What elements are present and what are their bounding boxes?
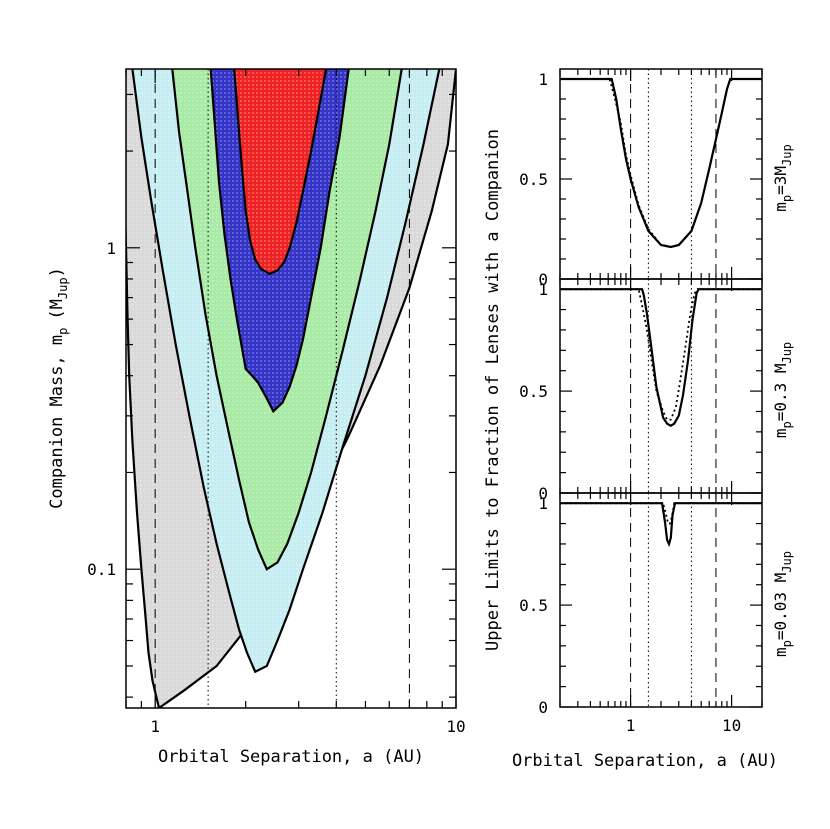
separation-reference-lines xyxy=(154,69,410,708)
panel-3-mass-label: mp=0.03 MJup xyxy=(771,551,794,657)
panel-1-frame xyxy=(559,68,763,280)
panel-2-y-tick-label: 1 xyxy=(538,280,548,299)
right-x-axis-title: Orbital Separation, a (AU) xyxy=(512,751,778,771)
left-y-tick-label: 0.1 xyxy=(87,560,116,579)
confidence-regions xyxy=(126,69,456,708)
left-x-tick-label: 1 xyxy=(150,717,160,736)
right-fraction-plots: 1 0.5 0 mp=3MJup 1 0.5 0 mp=0.3 MJup 1 0.5 0 mp=0.0… xyxy=(519,68,794,735)
panel-2-y-tick-label: 0 xyxy=(538,484,548,503)
left-axis-ticks xyxy=(125,69,457,708)
left-x-axis-title: Orbital Separation, a (AU) xyxy=(158,747,424,767)
panel-2-dotted-curve xyxy=(560,288,762,421)
panel-1-solid-curve xyxy=(560,77,762,249)
panel-1-y-tick-label: 0.5 xyxy=(519,170,548,189)
panel-1-dotted-curve xyxy=(560,78,762,248)
panel-2-mass-label: mp=0.3 MJup xyxy=(771,342,794,438)
region-3-contour xyxy=(171,69,403,571)
panel-2-solid-curve xyxy=(560,288,762,427)
panel-3-y-tick-label: 1 xyxy=(538,494,548,513)
panel-1-y-tick-label: 1 xyxy=(538,70,548,89)
left-mass-separation-plot: 1 10 1 0.1 Orbital Separation, a (AU) Compa… xyxy=(47,68,466,767)
left-tick-labels: 1 10 1 0.1 xyxy=(87,239,466,736)
fraction-panel-1: 1 0.5 0 mp=3MJup xyxy=(519,68,794,289)
right-x-tick-label: 1 xyxy=(626,716,636,735)
fraction-panel-3: 1 0.5 0 mp=0.03 MJup xyxy=(519,492,794,717)
panel-3-frame xyxy=(559,492,763,708)
panel-1-mass-label: mp=3MJup xyxy=(771,144,794,211)
region-4-contour xyxy=(209,69,350,414)
right-shared-y-axis-title: Upper Limits to Fraction of Lenses with … xyxy=(483,129,503,651)
left-y-tick-label: 1 xyxy=(106,239,116,258)
panel-2-frame xyxy=(559,278,763,494)
region-5-texture xyxy=(234,69,327,274)
region-2-contour xyxy=(131,69,441,674)
fraction-panel-2: 1 0.5 0 mp=0.3 MJup xyxy=(519,278,794,503)
left-plot-frame xyxy=(125,68,457,709)
panel-3-y-tick-label: 0.5 xyxy=(519,596,548,615)
panel-1-y-tick-label: 0 xyxy=(538,270,548,289)
region-5-contour xyxy=(233,69,328,276)
panel-3-dotted-curve xyxy=(560,502,762,525)
panel-2-y-tick-label: 0.5 xyxy=(519,382,548,401)
right-x-tick-label: 10 xyxy=(722,716,741,735)
left-y-axis-title: Companion Mass, mp(MJup) xyxy=(47,267,70,509)
panel-3-y-tick-label: 0 xyxy=(538,698,548,717)
panel-3-solid-curve xyxy=(560,502,762,548)
left-x-tick-label: 10 xyxy=(446,717,465,736)
